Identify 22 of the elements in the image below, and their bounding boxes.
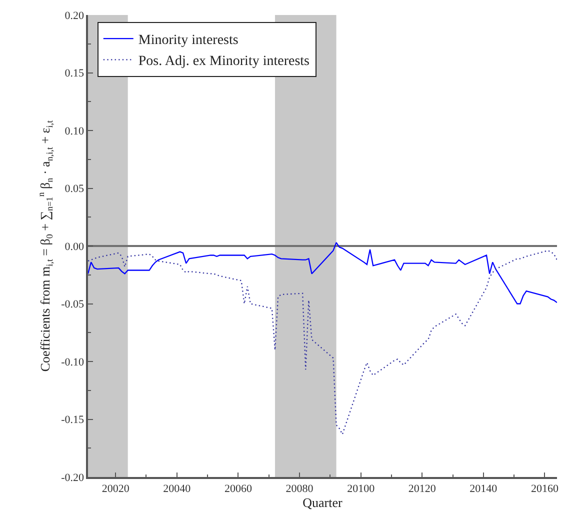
y-tick-label: -0.20 — [61, 472, 85, 484]
y-tick-label: -0.15 — [61, 414, 85, 426]
line-series — [88, 242, 557, 304]
x-tick-label: 20120 — [408, 482, 436, 495]
legend-label: Pos. Adj. ex Minority interests — [138, 54, 310, 70]
y-tick-label: 0.10 — [64, 125, 85, 138]
x-tick-label: 20160 — [530, 482, 559, 495]
x-tick-label: 20100 — [347, 482, 376, 495]
line-series — [88, 250, 557, 435]
y-tick-label: -0.10 — [61, 356, 85, 368]
legend-label: Minority interests — [138, 32, 238, 48]
x-tick-label: 20060 — [224, 482, 252, 495]
x-tick-label: 20040 — [163, 482, 192, 495]
x-tick-label: 20080 — [286, 482, 314, 495]
y-tick-label: -0.05 — [61, 298, 85, 311]
y-tick-label: 0.20 — [64, 10, 85, 22]
y-tick-label: 0.15 — [64, 68, 85, 80]
y-tick-label: 0.05 — [64, 183, 85, 196]
x-axis-title: Quarter — [302, 494, 344, 510]
x-tick-label: 20140 — [470, 482, 498, 495]
y-tick-label: 0.00 — [64, 240, 85, 253]
x-tick-label: 20020 — [102, 482, 130, 495]
